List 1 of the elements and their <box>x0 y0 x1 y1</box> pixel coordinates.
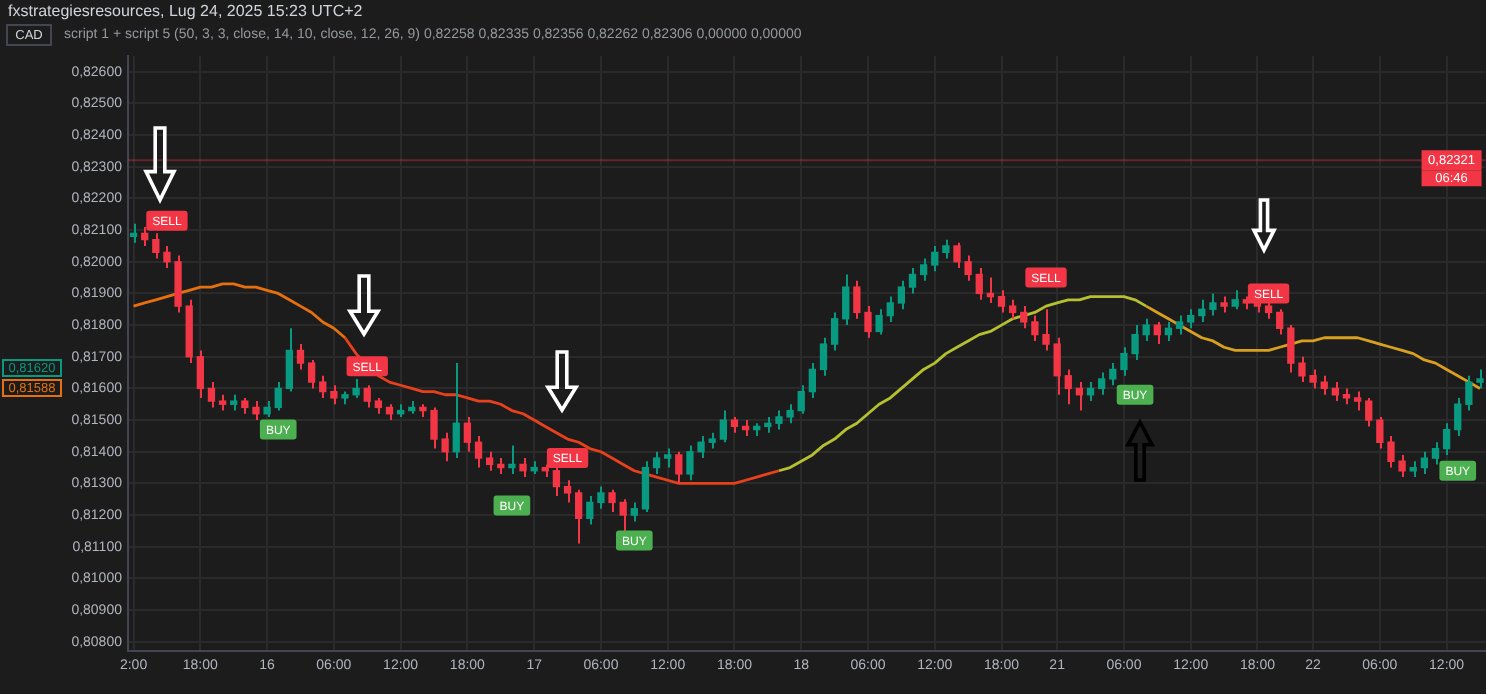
chart-title: fxstrategiesresources, Lug 24, 2025 15:23 UTC+2 <box>8 2 363 20</box>
